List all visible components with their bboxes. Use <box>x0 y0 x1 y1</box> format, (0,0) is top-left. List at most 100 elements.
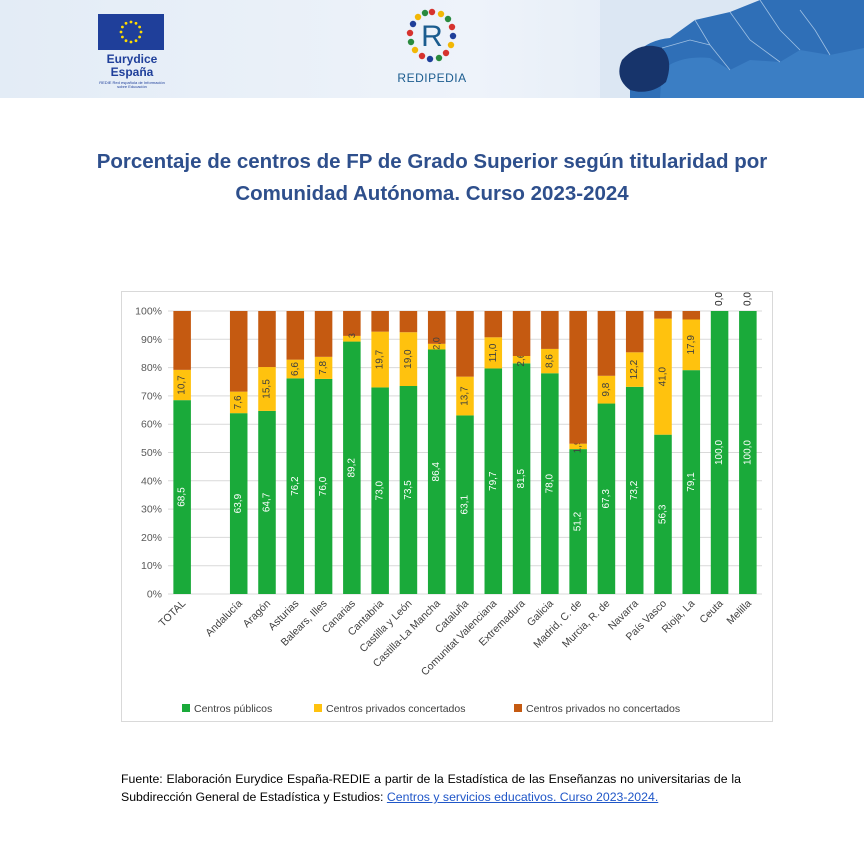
data-label: 0,0 <box>742 292 753 306</box>
bar-segment <box>654 318 672 435</box>
bar-segment <box>512 355 531 364</box>
data-label: 76,2 <box>290 476 301 496</box>
bar-segment <box>314 378 333 594</box>
bar-segment <box>343 341 361 594</box>
data-label: 13,7 <box>460 386 471 406</box>
data-label: 1,9 <box>573 439 584 453</box>
eurydice-name: Eurydice España <box>98 53 166 79</box>
legend-swatch <box>314 704 322 712</box>
bar-segment <box>286 378 305 594</box>
data-label: 0,0 <box>714 292 725 306</box>
bar-segment <box>541 373 559 594</box>
data-label: 64,7 <box>262 492 273 512</box>
data-label: 76,0 <box>318 476 329 496</box>
bar-segment <box>456 311 474 377</box>
data-label: 19,0 <box>403 349 414 369</box>
source-note: Fuente: Elaboración Eurydice España-REDI… <box>121 770 741 806</box>
data-label: 89,2 <box>346 458 357 478</box>
data-label: 12,2 <box>629 359 640 379</box>
bar-segment <box>541 311 559 349</box>
data-label: 3 <box>347 333 357 338</box>
data-label: 10,7 <box>177 375 188 395</box>
header-banner: Eurydice España REDIE Red española de In… <box>0 0 864 98</box>
source-link[interactable]: Centros y servicios educativos. Curso 20… <box>386 790 659 804</box>
eurydice-line2: España <box>110 65 154 79</box>
bar-segment <box>484 368 503 594</box>
data-label: 51,2 <box>573 511 584 531</box>
redipedia-name: REDIPEDIA <box>397 71 467 85</box>
bar-segment <box>597 403 616 594</box>
bar-segment <box>625 352 644 387</box>
y-tick-label: 40% <box>141 475 162 487</box>
bar-segment <box>569 443 587 450</box>
bar-segment <box>343 311 361 336</box>
data-label: 7,8 <box>318 360 329 374</box>
bar-segment <box>456 415 474 594</box>
eu-flag-icon <box>98 14 164 50</box>
bar-segment <box>512 363 531 594</box>
bar-segment <box>569 311 587 444</box>
bar-segment <box>569 449 587 594</box>
eurydice-line1: Eurydice <box>106 52 158 66</box>
data-label: 19,7 <box>375 349 386 369</box>
bar-segment <box>286 311 305 360</box>
bar-segment <box>399 385 418 594</box>
redipedia-emblem-icon: R <box>406 8 457 63</box>
bar-segment <box>258 311 276 368</box>
bar-segment <box>427 343 446 350</box>
bar-segment <box>371 331 389 388</box>
chart-container: 0% 10% 20% 30% 40% 50% 60% 70% 80% 90% 100% 68,5 10,… <box>121 291 773 722</box>
data-label: 67,3 <box>601 489 612 509</box>
data-label: 73,0 <box>375 481 386 501</box>
y-tick-label: 0% <box>147 589 162 601</box>
bar-segment <box>258 410 276 594</box>
y-tick-label: 20% <box>141 532 162 544</box>
data-label: 9,8 <box>601 382 612 396</box>
x-tick-label: TOTAL <box>157 598 189 630</box>
europe-map-icon <box>600 0 864 98</box>
data-label: 79,1 <box>686 472 697 492</box>
data-label: 0,0 <box>714 292 725 306</box>
bar-segment <box>597 375 616 404</box>
y-tick-label: 90% <box>141 334 162 346</box>
data-label: 2,0 <box>432 337 442 350</box>
data-label: 78,0 <box>544 473 555 493</box>
x-tick-label: Ceuta <box>697 598 725 626</box>
y-tick-label: 100% <box>135 306 162 318</box>
data-label: 68,5 <box>177 487 188 507</box>
bar-segment <box>427 311 446 344</box>
data-label: 15,5 <box>262 379 273 399</box>
bar-segment <box>654 311 672 319</box>
x-tick-label: Andalucía <box>203 598 245 640</box>
data-label: 63,9 <box>233 493 244 513</box>
bar-segment <box>682 319 701 371</box>
bar-segment <box>229 311 248 392</box>
page-title: Porcentaje de centros de FP de Grado Sup… <box>96 150 768 205</box>
data-label: 100,0 <box>714 440 725 465</box>
data-label: 8,6 <box>544 354 555 368</box>
bar-segment <box>484 311 503 338</box>
bar-segment <box>399 332 418 386</box>
legend-label: Centros privados concertados <box>326 703 466 715</box>
bar-segment <box>371 311 389 332</box>
data-label: 81,5 <box>516 469 527 489</box>
bar-segment <box>427 349 446 594</box>
bar-segment <box>625 311 644 353</box>
stacked-bar-chart: 0% 10% 20% 30% 40% 50% 60% 70% 80% 90% 100% 68,5 10,… <box>135 292 762 715</box>
bar-segment <box>314 311 333 357</box>
bar-segment <box>286 359 305 379</box>
bar-segment <box>371 387 389 594</box>
data-label: 7,6 <box>233 395 244 409</box>
data-label: 41,0 <box>658 366 669 386</box>
bar-segment <box>173 369 191 401</box>
redipedia-logo: R REDIPEDIA <box>394 8 470 85</box>
data-label: 79,7 <box>488 471 499 491</box>
bar-segment <box>654 434 672 594</box>
redipedia-letter: R <box>421 20 443 53</box>
data-label: 63,1 <box>460 495 471 515</box>
y-tick-label: 70% <box>141 390 162 402</box>
data-label: 56,3 <box>658 504 669 524</box>
data-label: 6,6 <box>290 362 301 376</box>
bar-segment <box>597 311 616 376</box>
bar-segment <box>682 370 701 594</box>
